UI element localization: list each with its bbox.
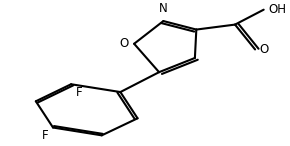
Text: F: F xyxy=(75,86,82,99)
Text: O: O xyxy=(259,43,269,56)
Text: OH: OH xyxy=(268,3,286,16)
Text: F: F xyxy=(42,129,49,142)
Text: N: N xyxy=(159,2,168,15)
Text: O: O xyxy=(119,37,128,50)
